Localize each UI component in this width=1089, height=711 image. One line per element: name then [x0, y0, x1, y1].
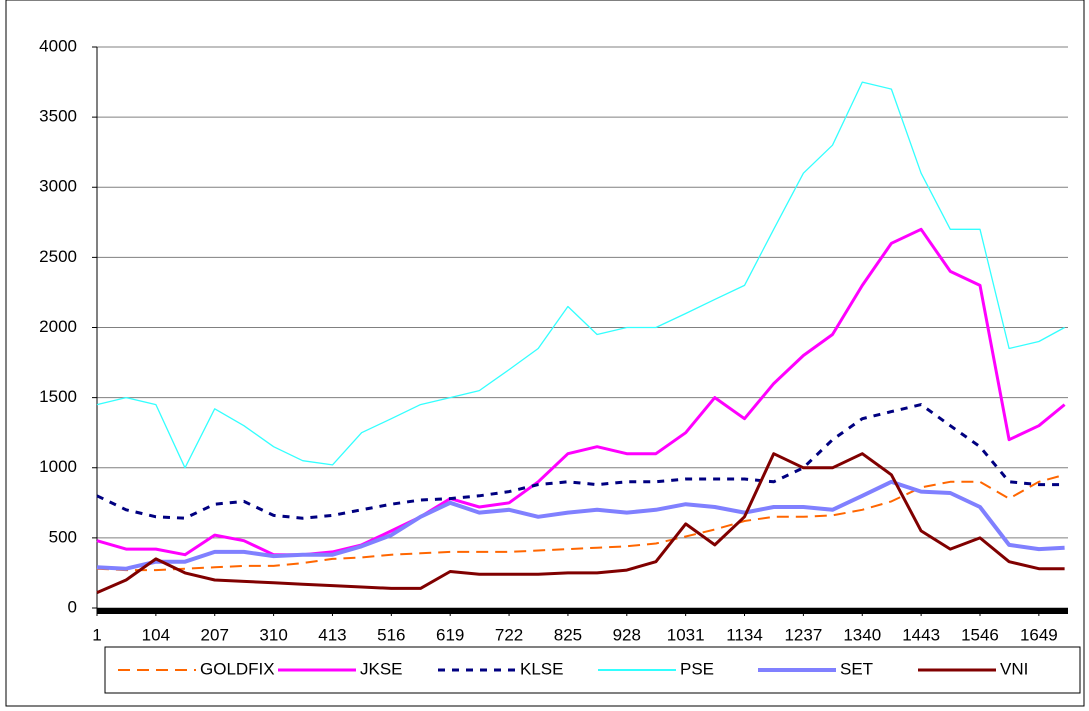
x-axis-band — [97, 608, 1068, 614]
x-tick-label: 928 — [613, 625, 641, 644]
x-tick-label: 1 — [92, 625, 101, 644]
series-line — [97, 405, 1065, 519]
legend-label: SET — [840, 659, 873, 678]
legend-label: KLSE — [520, 659, 563, 678]
legend-label: JKSE — [360, 659, 403, 678]
x-tick-label: 310 — [259, 625, 287, 644]
chart-border — [6, 0, 1084, 706]
x-tick-label: 1649 — [1020, 625, 1058, 644]
x-tick-label: 104 — [142, 625, 170, 644]
y-tick-label: 500 — [49, 527, 77, 546]
series-line — [97, 229, 1065, 554]
series-line — [97, 82, 1065, 468]
y-tick-label: 2000 — [39, 317, 77, 336]
x-tick-label: 516 — [377, 625, 405, 644]
chart: 0 500 1000 1500 2000 2500 3000 3500 4000 1 104 207 3… — [0, 0, 1089, 711]
y-tick-label: 2500 — [39, 247, 77, 266]
x-tick-label: 1546 — [961, 625, 999, 644]
y-tick-label: 0 — [68, 597, 77, 616]
y-tick-label: 1500 — [39, 387, 77, 406]
x-tick-label: 1443 — [902, 625, 940, 644]
legend-label: PSE — [680, 659, 714, 678]
x-tick-label: 207 — [201, 625, 229, 644]
series-line — [97, 454, 1065, 593]
x-tick-label: 722 — [495, 625, 523, 644]
y-tick-label: 1000 — [39, 457, 77, 476]
x-tick-label: 1237 — [784, 625, 822, 644]
legend-label: GOLDFIX — [200, 659, 275, 678]
y-tick-label: 3000 — [39, 177, 77, 196]
y-tick-label: 3500 — [39, 107, 77, 126]
legend-label: VNI — [1000, 659, 1028, 678]
x-tick-label: 1031 — [667, 625, 705, 644]
x-tick-label: 825 — [554, 625, 582, 644]
x-tick-label: 619 — [436, 625, 464, 644]
x-tick-label: 413 — [318, 625, 346, 644]
y-tick-label: 4000 — [39, 36, 77, 55]
x-tick-label: 1340 — [843, 625, 881, 644]
x-tick-label: 1134 — [726, 625, 763, 644]
